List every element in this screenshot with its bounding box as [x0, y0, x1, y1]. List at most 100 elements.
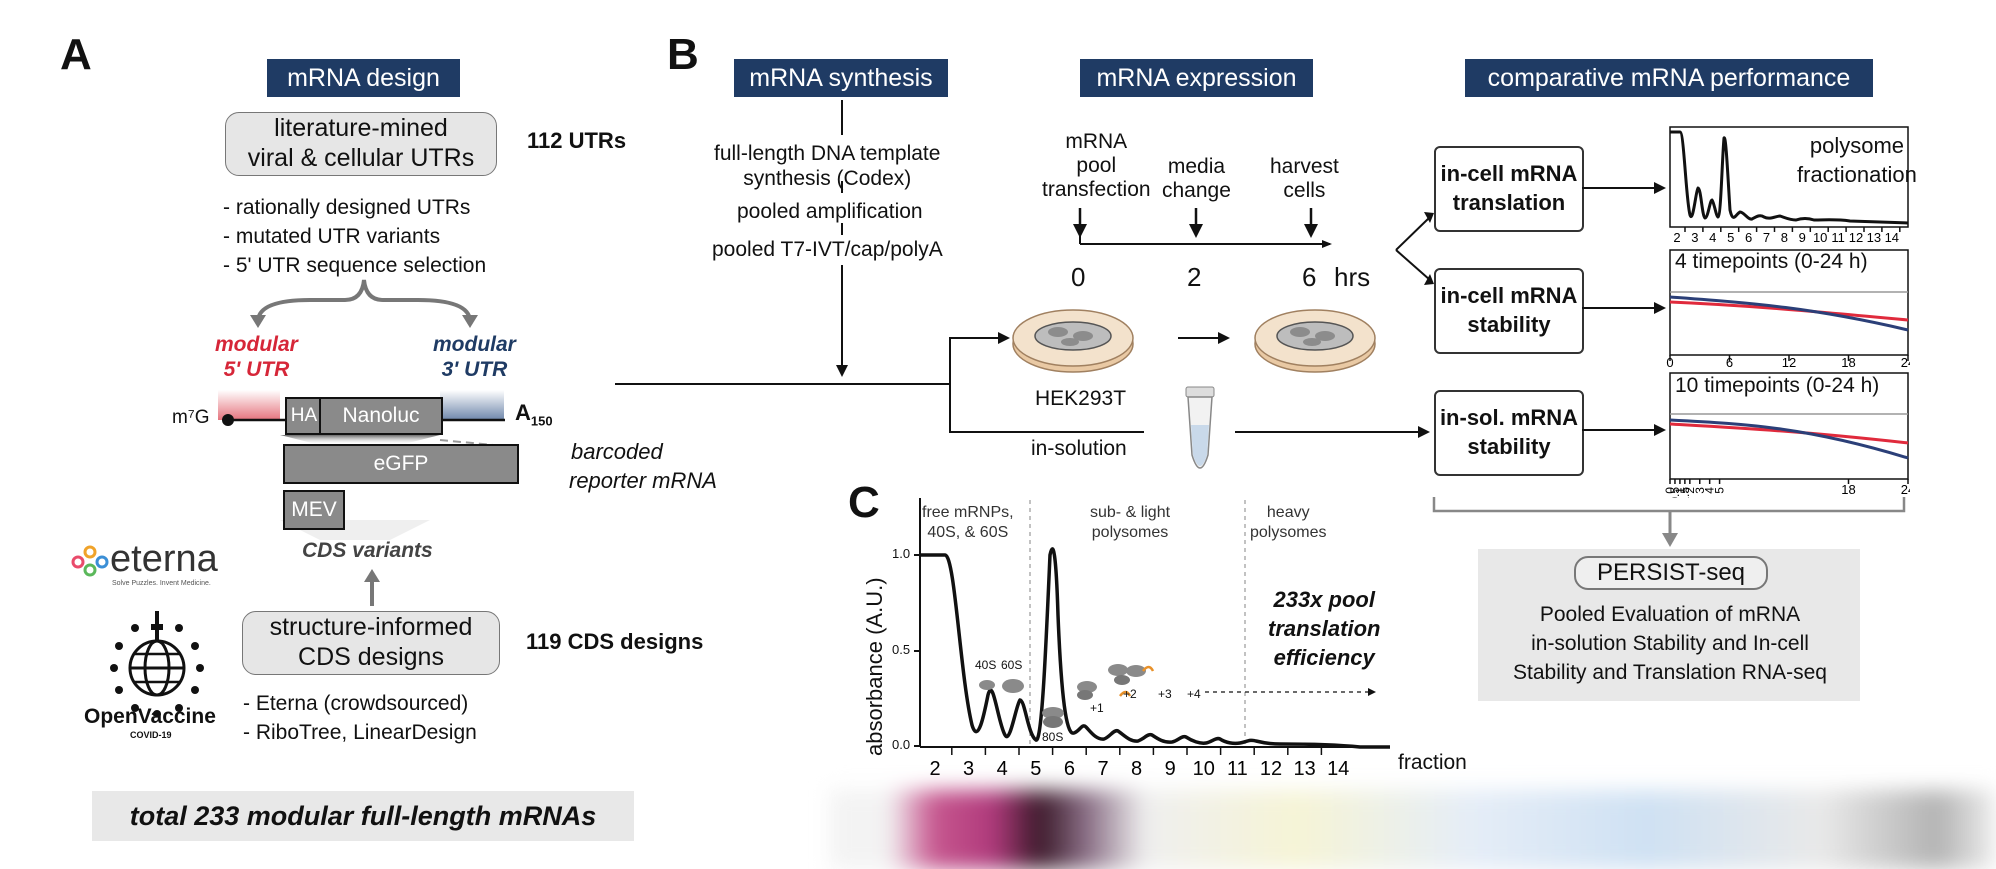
- cds-bullet-2: - RiboTree, LinearDesign: [243, 721, 477, 744]
- stab2-tick-24: 24: [1901, 482, 1910, 497]
- barcoded-label: barcoded reporter mRNA: [569, 437, 717, 495]
- tick-0h: 0: [1071, 262, 1086, 292]
- insol-box-l1: in-sol. mRNA: [1439, 405, 1579, 430]
- mod3-line1: modular: [433, 333, 516, 356]
- mrna-design-header: mRNA design: [267, 59, 460, 97]
- eterna-molecule-icon: [71, 545, 109, 577]
- stab2-tick-1.5: 1.5: [1678, 487, 1692, 498]
- hrs-label: hrs: [1334, 262, 1371, 292]
- event-transfection-l2: pool: [1076, 154, 1117, 177]
- openvaccine-globe-icon: [110, 611, 204, 716]
- performance-arrows: [1395, 182, 1666, 436]
- polysome-profile-chart: 2 3 4 5 6 7 8 9 10 11 12 13 14: [914, 498, 1390, 780]
- struct-box-line1: structure-informed: [269, 613, 473, 641]
- polysome-title: polysome fractionation: [1797, 131, 1917, 189]
- petri-dish-2-icon: [1254, 309, 1376, 373]
- label-60s: 60S: [1001, 658, 1023, 672]
- panel-label-a: A: [60, 30, 92, 79]
- stab1-tick-24: 24: [1901, 355, 1910, 370]
- c-ylabel: absorbance (A.U.): [862, 577, 887, 756]
- insol-stability-box: in-sol. mRNA stability: [1434, 390, 1584, 476]
- region-heavy-l1: heavy: [1266, 504, 1310, 521]
- incell-stability-box: in-cell mRNA stability: [1434, 268, 1584, 354]
- label-plus3: +3: [1158, 687, 1172, 701]
- poly-tick-7: 7: [1763, 230, 1770, 245]
- stab2-tick-1: 1: [1673, 487, 1687, 494]
- openvaccine-logo: OpenVaccine: [84, 705, 216, 728]
- utr-bullet-3: - 5' UTR sequence selection: [223, 254, 487, 277]
- region-light-l2: polysomes: [1091, 524, 1169, 541]
- up-arrow-icon: [364, 569, 380, 606]
- translation-box-l2: translation: [1452, 190, 1566, 215]
- hek293t-label: HEK293T: [1035, 387, 1127, 410]
- incell-stability-chart: 0 6 12 18 24: [1666, 249, 1910, 370]
- stab2-tick-0: 0: [1663, 487, 1677, 494]
- polysome-title-l2: fractionation: [1797, 162, 1917, 187]
- mod5-line1: modular: [215, 333, 298, 356]
- c-xtick-6: 6: [1064, 758, 1075, 780]
- polya-a: A: [515, 400, 531, 425]
- stability2-title: 10 timepoints (0-24 h): [1675, 374, 1880, 397]
- event-harvest: harvest cells: [1270, 155, 1339, 203]
- insol-box-l2: stability: [1467, 434, 1551, 459]
- region-free-l1: free mRNPs,: [922, 504, 1014, 521]
- region-heavy-polysomes: heavy polysomes: [1250, 503, 1326, 543]
- persist-seq-title: PERSIST-seq: [1574, 556, 1768, 590]
- c-ytick-1: 1.0: [892, 546, 911, 561]
- poly-tick-10: 10: [1813, 230, 1827, 245]
- stab1-tick-12: 12: [1782, 355, 1796, 370]
- mev-box: MEV: [283, 490, 345, 530]
- synthesis-line-2: synthesis (Codex): [743, 167, 912, 190]
- utr-bullet-1: - rationally designed UTRs: [223, 196, 471, 219]
- event-transfection: mRNA pool transfection: [1042, 130, 1151, 202]
- poly-tick-11: 11: [1831, 230, 1845, 245]
- modular-5utr-label: modular 5' UTR: [215, 332, 298, 382]
- stab1-tick-0: 0: [1666, 355, 1673, 370]
- polysome-title-l1: polysome: [1809, 133, 1904, 158]
- panel-label-c: C: [848, 478, 880, 527]
- label-plus4: +4: [1187, 687, 1201, 701]
- synthesis-step-3: pooled T7-IVT/cap/polyA: [712, 238, 943, 261]
- incell-box-l2: stability: [1467, 312, 1551, 337]
- poly-tick-3: 3: [1691, 230, 1698, 245]
- label-plus1: +1: [1090, 701, 1104, 715]
- openvaccine-sub: COVID-19: [130, 730, 172, 740]
- cds-variants-label: CDS variants: [302, 539, 433, 562]
- polya-sub: 150: [530, 413, 553, 429]
- cap-label: m⁷G: [172, 407, 210, 428]
- synthesis-step-2: pooled amplification: [737, 200, 923, 223]
- poly-tick-9: 9: [1799, 230, 1806, 245]
- stab2-tick-2: 2: [1683, 487, 1697, 494]
- event-media-change: media change: [1162, 155, 1231, 203]
- blurred-footer-strip: [830, 790, 1996, 869]
- structure-cds-box: structure-informed CDS designs: [242, 611, 500, 675]
- persist-description: Pooled Evaluation of mRNA in-solution St…: [1489, 600, 1851, 687]
- label-plus2: +2: [1123, 687, 1137, 701]
- c-xtick-10: 10: [1193, 758, 1215, 780]
- c-xtick-12: 12: [1260, 758, 1282, 780]
- stab2-tick-18: 18: [1841, 482, 1855, 497]
- struct-box-line2: CDS designs: [298, 643, 444, 671]
- stab1-tick-18: 18: [1841, 355, 1855, 370]
- modular-3utr-label: modular 3' UTR: [433, 332, 516, 382]
- c-xtick-8: 8: [1131, 758, 1142, 780]
- cds-count: 119 CDS designs: [526, 629, 704, 654]
- cds-bullets: - Eterna (crowdsourced) - RiboTree, Line…: [243, 689, 477, 747]
- stab2-tick-4: 4: [1703, 487, 1717, 494]
- c-xtick-14: 14: [1327, 758, 1349, 780]
- c-xlabel: fraction: [1398, 751, 1467, 774]
- translation-box-l1: in-cell mRNA: [1440, 161, 1578, 186]
- c-xtick-13: 13: [1293, 758, 1315, 780]
- persist-line-1: Pooled Evaluation of mRNA: [1539, 603, 1801, 626]
- barcoded-line1: barcoded: [571, 439, 663, 464]
- event-harvest-l1: harvest: [1270, 155, 1339, 178]
- stab2-tick-3: 3: [1693, 487, 1707, 494]
- c-xtick-7: 7: [1097, 758, 1108, 780]
- c-xtick-2: 2: [929, 758, 940, 780]
- region-light-polysomes: sub- & light polysomes: [1090, 503, 1170, 543]
- region-free-l2: 40S, & 60S: [927, 524, 1009, 541]
- event-media-l1: media: [1167, 155, 1226, 178]
- event-harvest-l2: cells: [1283, 179, 1326, 202]
- mod3-line2: 3' UTR: [441, 358, 508, 381]
- c-xtick-4: 4: [997, 758, 1008, 780]
